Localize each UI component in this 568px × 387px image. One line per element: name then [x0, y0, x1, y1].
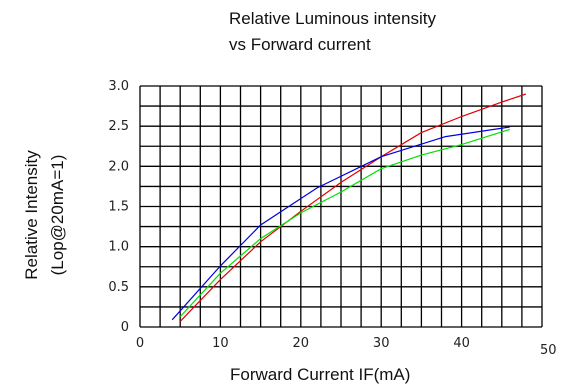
chart-title-line-1: Relative Luminous intensity [229, 9, 436, 28]
y-axis-label-line-1: Relative Intensity [22, 150, 41, 280]
y-tick-label: 0 [121, 320, 129, 335]
y-tick-label: 1.0 [108, 240, 129, 255]
y-tick-label: 3.0 [108, 79, 129, 94]
y-axis-label-line-2: (Lop@20mA=1) [48, 155, 67, 276]
y-tick-label: 0.5 [108, 280, 129, 295]
plot-grid [139, 85, 543, 328]
series-line-2 [171, 126, 510, 321]
x-tick-label: 0 [136, 336, 144, 351]
x-tick-label: 20 [293, 336, 310, 351]
x-tick-label: 10 [212, 336, 229, 351]
x-tick-label: 30 [373, 336, 390, 351]
series-line-1 [179, 93, 527, 322]
x-axis-label: Forward Current IF(mA) [230, 365, 410, 384]
y-tick-label: 1.5 [108, 200, 129, 215]
y-tick-label: 2.5 [108, 119, 129, 134]
y-tick-label: 2.0 [108, 159, 129, 174]
x-tick-label: 50 [540, 343, 557, 358]
x-tick-label: 40 [453, 336, 470, 351]
axis-ticks: 0 10 20 30 40 50 0 0.5 1.0 1.5 2.0 2.5 3.0 [108, 79, 556, 358]
plot-series [171, 93, 527, 322]
series-line-3 [179, 128, 510, 318]
chart-title-line-2: vs Forward current [229, 35, 371, 54]
